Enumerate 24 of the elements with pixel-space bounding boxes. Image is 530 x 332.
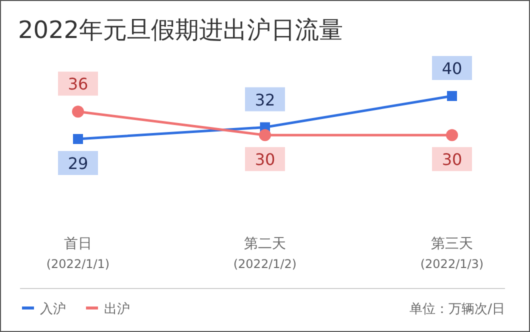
data-label: 30 xyxy=(442,150,462,170)
data-label: 29 xyxy=(68,154,88,173)
data-label: 40 xyxy=(432,56,472,80)
x-tick: (2022/1/3) xyxy=(420,257,484,271)
x-tick: 第三天 xyxy=(431,236,473,252)
data-label: 36 xyxy=(58,72,98,96)
legend-label: 出沪 xyxy=(104,301,130,317)
data-label: 30 xyxy=(432,147,472,172)
data-label: 29 xyxy=(58,151,98,175)
x-tick: (2022/1/2) xyxy=(233,257,297,271)
legend-label: 入沪 xyxy=(40,301,66,317)
legend-item: 入沪 xyxy=(22,302,66,317)
data-label: 30 xyxy=(254,150,276,170)
legend-item: 出沪 xyxy=(86,302,130,317)
data-label: 40 xyxy=(442,59,462,78)
data-label: 36 xyxy=(68,74,88,94)
x-tick: 第二天 xyxy=(244,236,286,252)
annotation: 单位：万辆次/日 xyxy=(410,302,505,317)
x-tick: 首日 xyxy=(64,236,92,252)
data-label: 30 xyxy=(245,147,285,172)
data-label: 32 xyxy=(254,90,276,110)
data-label: 32 xyxy=(245,87,285,112)
x-tick: (2022/1/1) xyxy=(46,257,110,271)
title: 2022年元旦假期进出沪日流量 xyxy=(18,16,344,44)
